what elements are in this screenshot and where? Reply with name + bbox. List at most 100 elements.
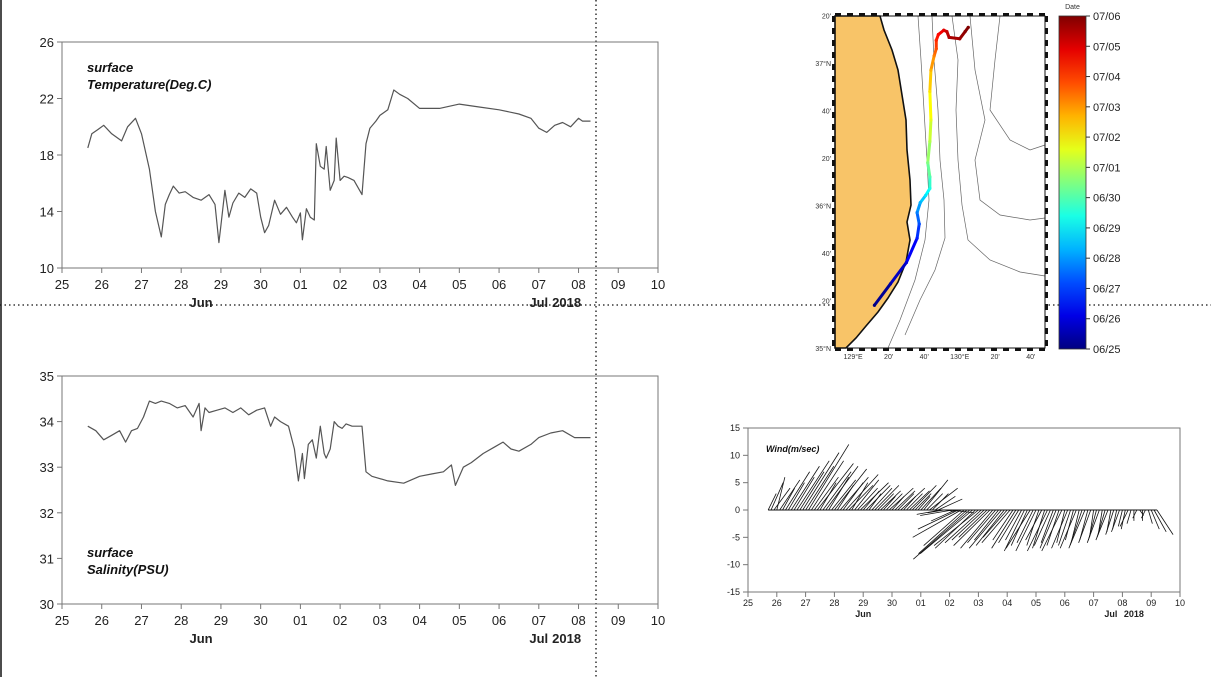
wind-vector: [793, 476, 815, 511]
map-frame-tick: [1045, 232, 1048, 238]
x-tick-label: 10: [1175, 598, 1185, 608]
map-frame-tick: [907, 13, 913, 16]
chart-title-line2: Temperature(Deg.C): [87, 77, 211, 92]
wind-vector: [1064, 509, 1074, 541]
map-frame: [834, 15, 1046, 349]
map-frame-tick: [1045, 64, 1048, 70]
x-tick-label: 04: [412, 277, 426, 292]
map-frame-tick: [832, 292, 835, 298]
wind-vector: [951, 509, 985, 541]
wind-vector: [811, 460, 844, 511]
wind-vector: [931, 509, 956, 522]
wind-vector: [1141, 509, 1146, 519]
track-point: [947, 35, 951, 39]
y-tick-label: -5: [732, 532, 740, 542]
x-tick-label: 27: [134, 613, 148, 628]
wind-vector: [934, 496, 956, 511]
wind-vector: [906, 493, 923, 511]
wind-vector: [776, 477, 786, 511]
map-frame-tick: [832, 136, 835, 142]
colorbar-title: Date: [1065, 4, 1080, 11]
wind-vector: [968, 509, 1002, 549]
wind-vector: [981, 509, 1011, 544]
y-tick-label: 35: [40, 369, 54, 384]
map-frame-tick: [847, 13, 853, 16]
colorbar-label: 07/06: [1093, 11, 1121, 23]
wind-vector: [927, 509, 944, 514]
bathymetry-contour: [989, 15, 1046, 151]
map-frame-tick: [1045, 292, 1048, 298]
bathymetry-contour: [951, 15, 1046, 277]
x-tick-label: 30: [253, 277, 267, 292]
wind-vector: [802, 452, 840, 511]
map-frame-tick: [1045, 316, 1048, 322]
colorbar-label: 07/01: [1093, 162, 1121, 174]
chart-title-line1: surface: [87, 545, 133, 560]
map-frame-tick: [895, 348, 901, 351]
y-tick-label: -15: [727, 587, 740, 597]
map-frame-tick: [1027, 13, 1033, 16]
map-frame-tick: [832, 112, 835, 118]
track-point: [929, 68, 933, 72]
wind-vector: [1119, 509, 1129, 527]
y-tick-label: -10: [727, 560, 740, 570]
wind-vector: [974, 509, 999, 541]
wind-vector: [919, 509, 973, 555]
map-frame-tick: [832, 160, 835, 166]
wind-vector: [953, 509, 991, 546]
colorbar-label: 06/27: [1093, 283, 1121, 295]
map-frame-tick: [1045, 88, 1048, 94]
map-frame-tick: [832, 64, 835, 70]
wind-vector: [816, 463, 854, 511]
map-y-tick-label: 20': [822, 14, 831, 21]
x-tick-label: 27: [134, 277, 148, 292]
colorbar-label: 07/05: [1093, 41, 1121, 53]
track-segment: [872, 282, 892, 307]
x-tick-label: 26: [94, 277, 108, 292]
wind-vector: [1003, 509, 1025, 552]
map-frame-tick: [1045, 220, 1048, 226]
x-tick-label: 08: [571, 613, 585, 628]
x-tick-label: 06: [492, 613, 506, 628]
map-frame-tick: [1045, 340, 1048, 346]
map-frame-tick: [1039, 13, 1045, 16]
wind-vector: [982, 509, 1008, 538]
wind-vector: [1086, 509, 1100, 543]
map-frame-tick: [1045, 160, 1048, 166]
wind-vector: [1059, 509, 1077, 549]
wind-vector: [909, 490, 930, 511]
track-point: [904, 260, 909, 265]
map-x-tick-label: 40': [1026, 354, 1035, 361]
map-frame-tick: [1045, 112, 1048, 118]
x-tick-label: 29: [214, 613, 228, 628]
month-label: 2018: [1124, 609, 1144, 619]
x-tick-label: 29: [214, 277, 228, 292]
colorbar-label: 06/25: [1093, 344, 1121, 356]
map-frame-tick: [832, 100, 835, 106]
x-tick-label: 09: [611, 277, 625, 292]
wind-vector: [1095, 509, 1109, 541]
track-point: [915, 236, 919, 240]
wind-vector: [926, 493, 943, 511]
wind-vector: [836, 485, 854, 511]
track-map: 129°E 20' 40' 130°E 20' 40' 35°N 20' 40' 36°N 20' 4…: [815, 4, 1120, 361]
track-point: [928, 186, 932, 191]
map-frame-tick: [1045, 244, 1048, 250]
track-point: [942, 28, 946, 32]
month-label: Jul: [1104, 609, 1117, 619]
wind-vector: [828, 476, 850, 511]
x-tick-label: 26: [94, 613, 108, 628]
series-line: [87, 89, 591, 244]
track-point: [928, 89, 932, 94]
colorbar-label: 06/29: [1093, 223, 1121, 235]
x-tick-label: 30: [887, 598, 897, 608]
map-frame-tick: [835, 13, 841, 16]
map-frame-tick: [832, 220, 835, 226]
map-x-tick-label: 129°E: [844, 353, 863, 361]
map-frame-tick: [1003, 348, 1009, 351]
wind-vector: [923, 479, 949, 511]
wind-vector: [958, 509, 988, 538]
wind-vector: [767, 493, 777, 511]
track-segment: [904, 236, 919, 265]
map-frame-tick: [967, 348, 973, 351]
